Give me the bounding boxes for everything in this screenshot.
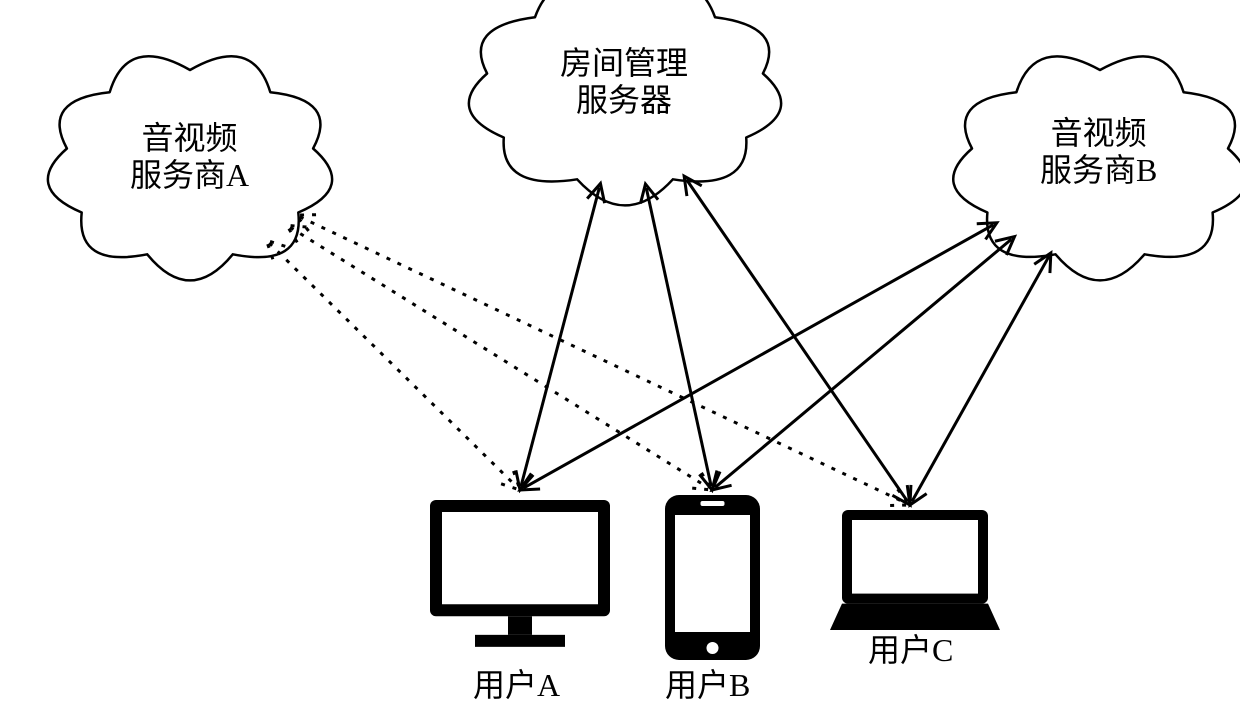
edge — [521, 187, 599, 486]
edge — [300, 217, 907, 503]
edge — [290, 227, 709, 488]
device-laptop — [830, 510, 1000, 630]
cloud-provider-b-label: 音视频 服务商B — [1040, 115, 1157, 189]
cloud-providerB — [953, 56, 1240, 280]
edge — [715, 239, 1011, 487]
user-b-label: 用户B — [665, 660, 750, 706]
device-phone — [665, 495, 760, 660]
device-monitor — [430, 500, 610, 647]
edge — [912, 256, 1049, 501]
user-c-label: 用户C — [868, 625, 953, 671]
edges-group — [266, 176, 1050, 505]
cloud-room-server-label: 房间管理 服务器 — [560, 45, 688, 119]
edge — [646, 188, 711, 486]
cloud-providerA — [48, 56, 332, 280]
diagram-stage: 音视频 服务商A 房间管理 服务器 音视频 服务商B 用户A 用户B 用户C — [0, 0, 1240, 715]
cloud-roomServer — [469, 0, 781, 205]
cloud-provider-a-label: 音视频 服务商A — [130, 120, 249, 194]
edge — [686, 179, 907, 501]
user-a-label: 用户A — [473, 660, 560, 706]
diagram-svg — [0, 0, 1240, 715]
edge — [269, 243, 517, 487]
edge — [523, 225, 993, 488]
